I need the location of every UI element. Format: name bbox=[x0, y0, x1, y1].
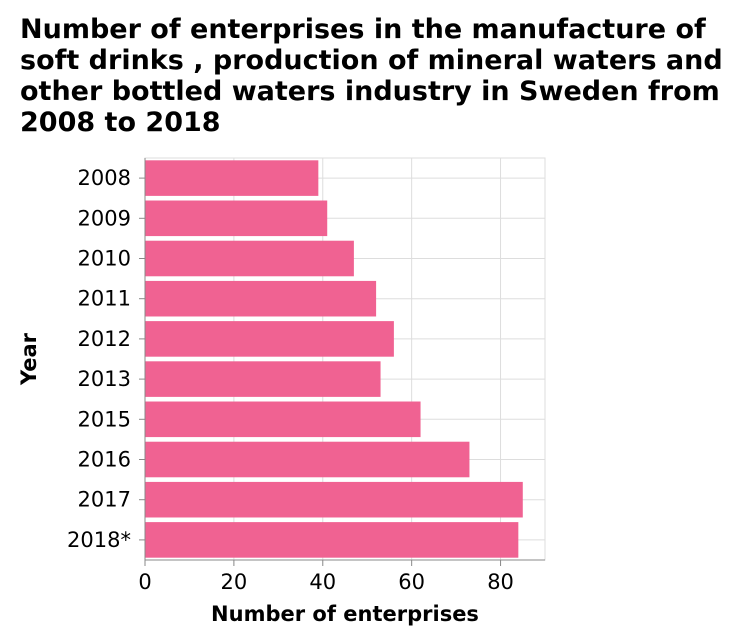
bar-layer bbox=[145, 160, 523, 558]
bar-2017 bbox=[145, 481, 523, 518]
x-tick-label: 80 bbox=[487, 570, 514, 594]
y-tick-label: 2008 bbox=[78, 166, 131, 190]
bar-2013 bbox=[145, 361, 381, 397]
y-axis-title: Year bbox=[17, 332, 41, 386]
bar-2009 bbox=[145, 200, 328, 237]
y-tick-label: 2010 bbox=[78, 247, 131, 271]
y-tick-label: 2017 bbox=[78, 488, 131, 512]
bar-2018 bbox=[145, 522, 519, 558]
y-tick-label: 2012 bbox=[78, 327, 131, 351]
bar-2016 bbox=[145, 441, 470, 478]
x-tick-label: 60 bbox=[398, 570, 425, 594]
x-tick-label: 20 bbox=[221, 570, 248, 594]
bar-2010 bbox=[145, 240, 354, 277]
axis-layer: 0 20 40 60 80 2008 2009 2010 2011 2012 2013 2015 201… bbox=[67, 158, 545, 594]
x-axis-title: Number of enterprises bbox=[211, 602, 479, 626]
y-tick-label: 2011 bbox=[78, 287, 131, 311]
chart-title: Number of enterprises in the manufacture… bbox=[20, 14, 723, 138]
y-tick-label: 2015 bbox=[78, 407, 131, 431]
x-tick-label: 40 bbox=[309, 570, 336, 594]
bar-2008 bbox=[145, 160, 319, 196]
x-tick-label: 0 bbox=[138, 570, 151, 594]
y-tick-label: 2009 bbox=[78, 206, 131, 230]
y-tick-label: 2016 bbox=[78, 448, 131, 472]
bar-2012 bbox=[145, 321, 394, 357]
y-tick-label: 2013 bbox=[78, 367, 131, 391]
bar-2015 bbox=[145, 401, 421, 438]
y-tick-label: 2018* bbox=[67, 528, 131, 552]
bar-2011 bbox=[145, 280, 377, 317]
